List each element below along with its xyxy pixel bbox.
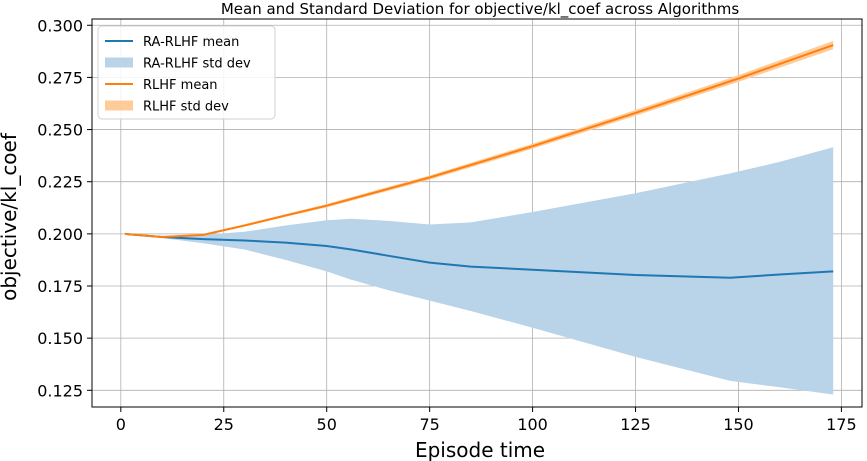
y-tick-label: 0.300 xyxy=(37,16,83,35)
y-tick-label: 0.200 xyxy=(37,225,83,244)
y-tick-label: 0.225 xyxy=(37,173,83,192)
legend-label-rlhf-std: RLHF std dev xyxy=(143,100,229,115)
y-tick-label: 0.275 xyxy=(37,68,83,87)
x-tick-label: 25 xyxy=(214,415,234,434)
legend-swatch-rlhf-std xyxy=(105,100,133,111)
x-axis-label: Episode time xyxy=(415,438,545,461)
x-tick-label: 100 xyxy=(517,415,548,434)
x-tick-label: 150 xyxy=(723,415,754,434)
ra-rlhf-mean-line xyxy=(124,232,834,279)
x-tick-label: 50 xyxy=(317,415,337,434)
std-dev-bands xyxy=(124,40,834,395)
legend-label-rlhf-mean: RLHF mean xyxy=(143,78,218,93)
ra-rlhf-std-band xyxy=(124,147,834,395)
x-tick-label: 125 xyxy=(620,415,651,434)
rlhf-mean-line xyxy=(124,44,834,238)
y-axis-label: objective/kl_coef xyxy=(0,132,21,301)
x-tick-label: 75 xyxy=(419,415,439,434)
chart-title: Mean and Standard Deviation for objectiv… xyxy=(221,0,739,19)
y-tick-label: 0.250 xyxy=(37,121,83,140)
y-axis-ticks: 0.125 0.150 0.175 0.200 0.225 0.250 0.275 0.300 xyxy=(37,16,92,400)
x-tick-label: 0 xyxy=(116,415,126,434)
legend-label-ra-rlhf-mean: RA-RLHF mean xyxy=(143,35,239,50)
y-tick-label: 0.125 xyxy=(37,381,83,400)
y-tick-label: 0.175 xyxy=(37,277,83,296)
y-tick-label: 0.150 xyxy=(37,329,83,348)
legend-box xyxy=(97,25,276,120)
x-tick-label: 175 xyxy=(826,415,857,434)
mean-lines xyxy=(124,44,834,279)
legend-label-ra-rlhf-std: RA-RLHF std dev xyxy=(143,57,251,72)
legend-swatch-ra-rlhf-std xyxy=(105,57,133,68)
x-axis-ticks: 0 25 50 75 100 125 150 175 xyxy=(116,407,857,434)
plot-frame xyxy=(91,18,863,408)
legend: RA-RLHF mean RA-RLHF std dev RLHF mean RLHF… xyxy=(97,25,276,120)
